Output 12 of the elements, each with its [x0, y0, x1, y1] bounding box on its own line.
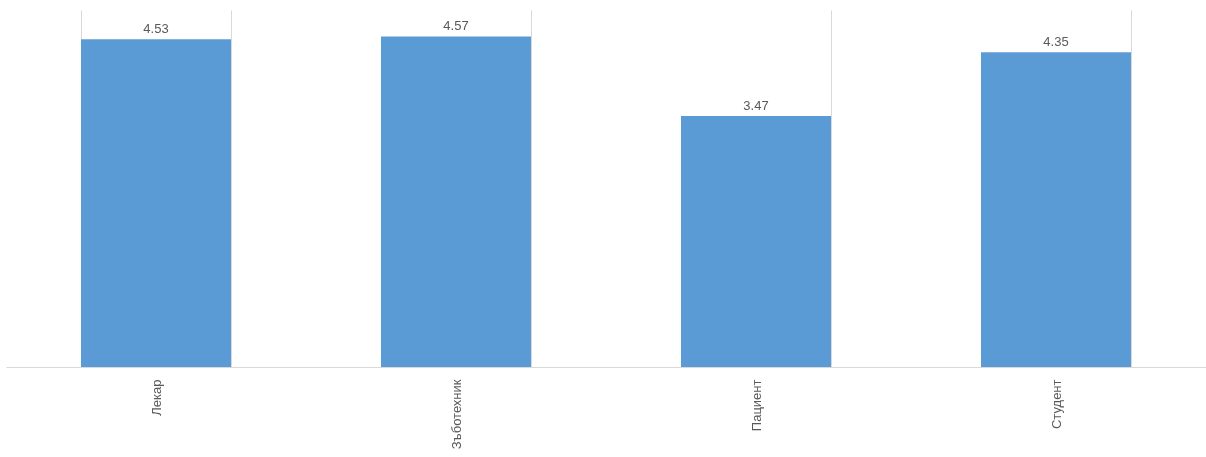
- bar: [81, 39, 231, 367]
- data-label: 4.57: [443, 18, 469, 34]
- x-tick-label: Пациент: [748, 379, 764, 432]
- data-label: 4.35: [1043, 34, 1069, 50]
- x-tick-label: Зъботехник: [448, 379, 464, 450]
- x-tick-label: Студент: [1048, 379, 1064, 430]
- bar: [981, 52, 1131, 367]
- data-label: 4.53: [143, 21, 169, 37]
- bar: [681, 116, 831, 367]
- data-label: 3.47: [743, 98, 769, 114]
- bar: [381, 36, 531, 367]
- x-tick-label: Лекар: [148, 379, 164, 416]
